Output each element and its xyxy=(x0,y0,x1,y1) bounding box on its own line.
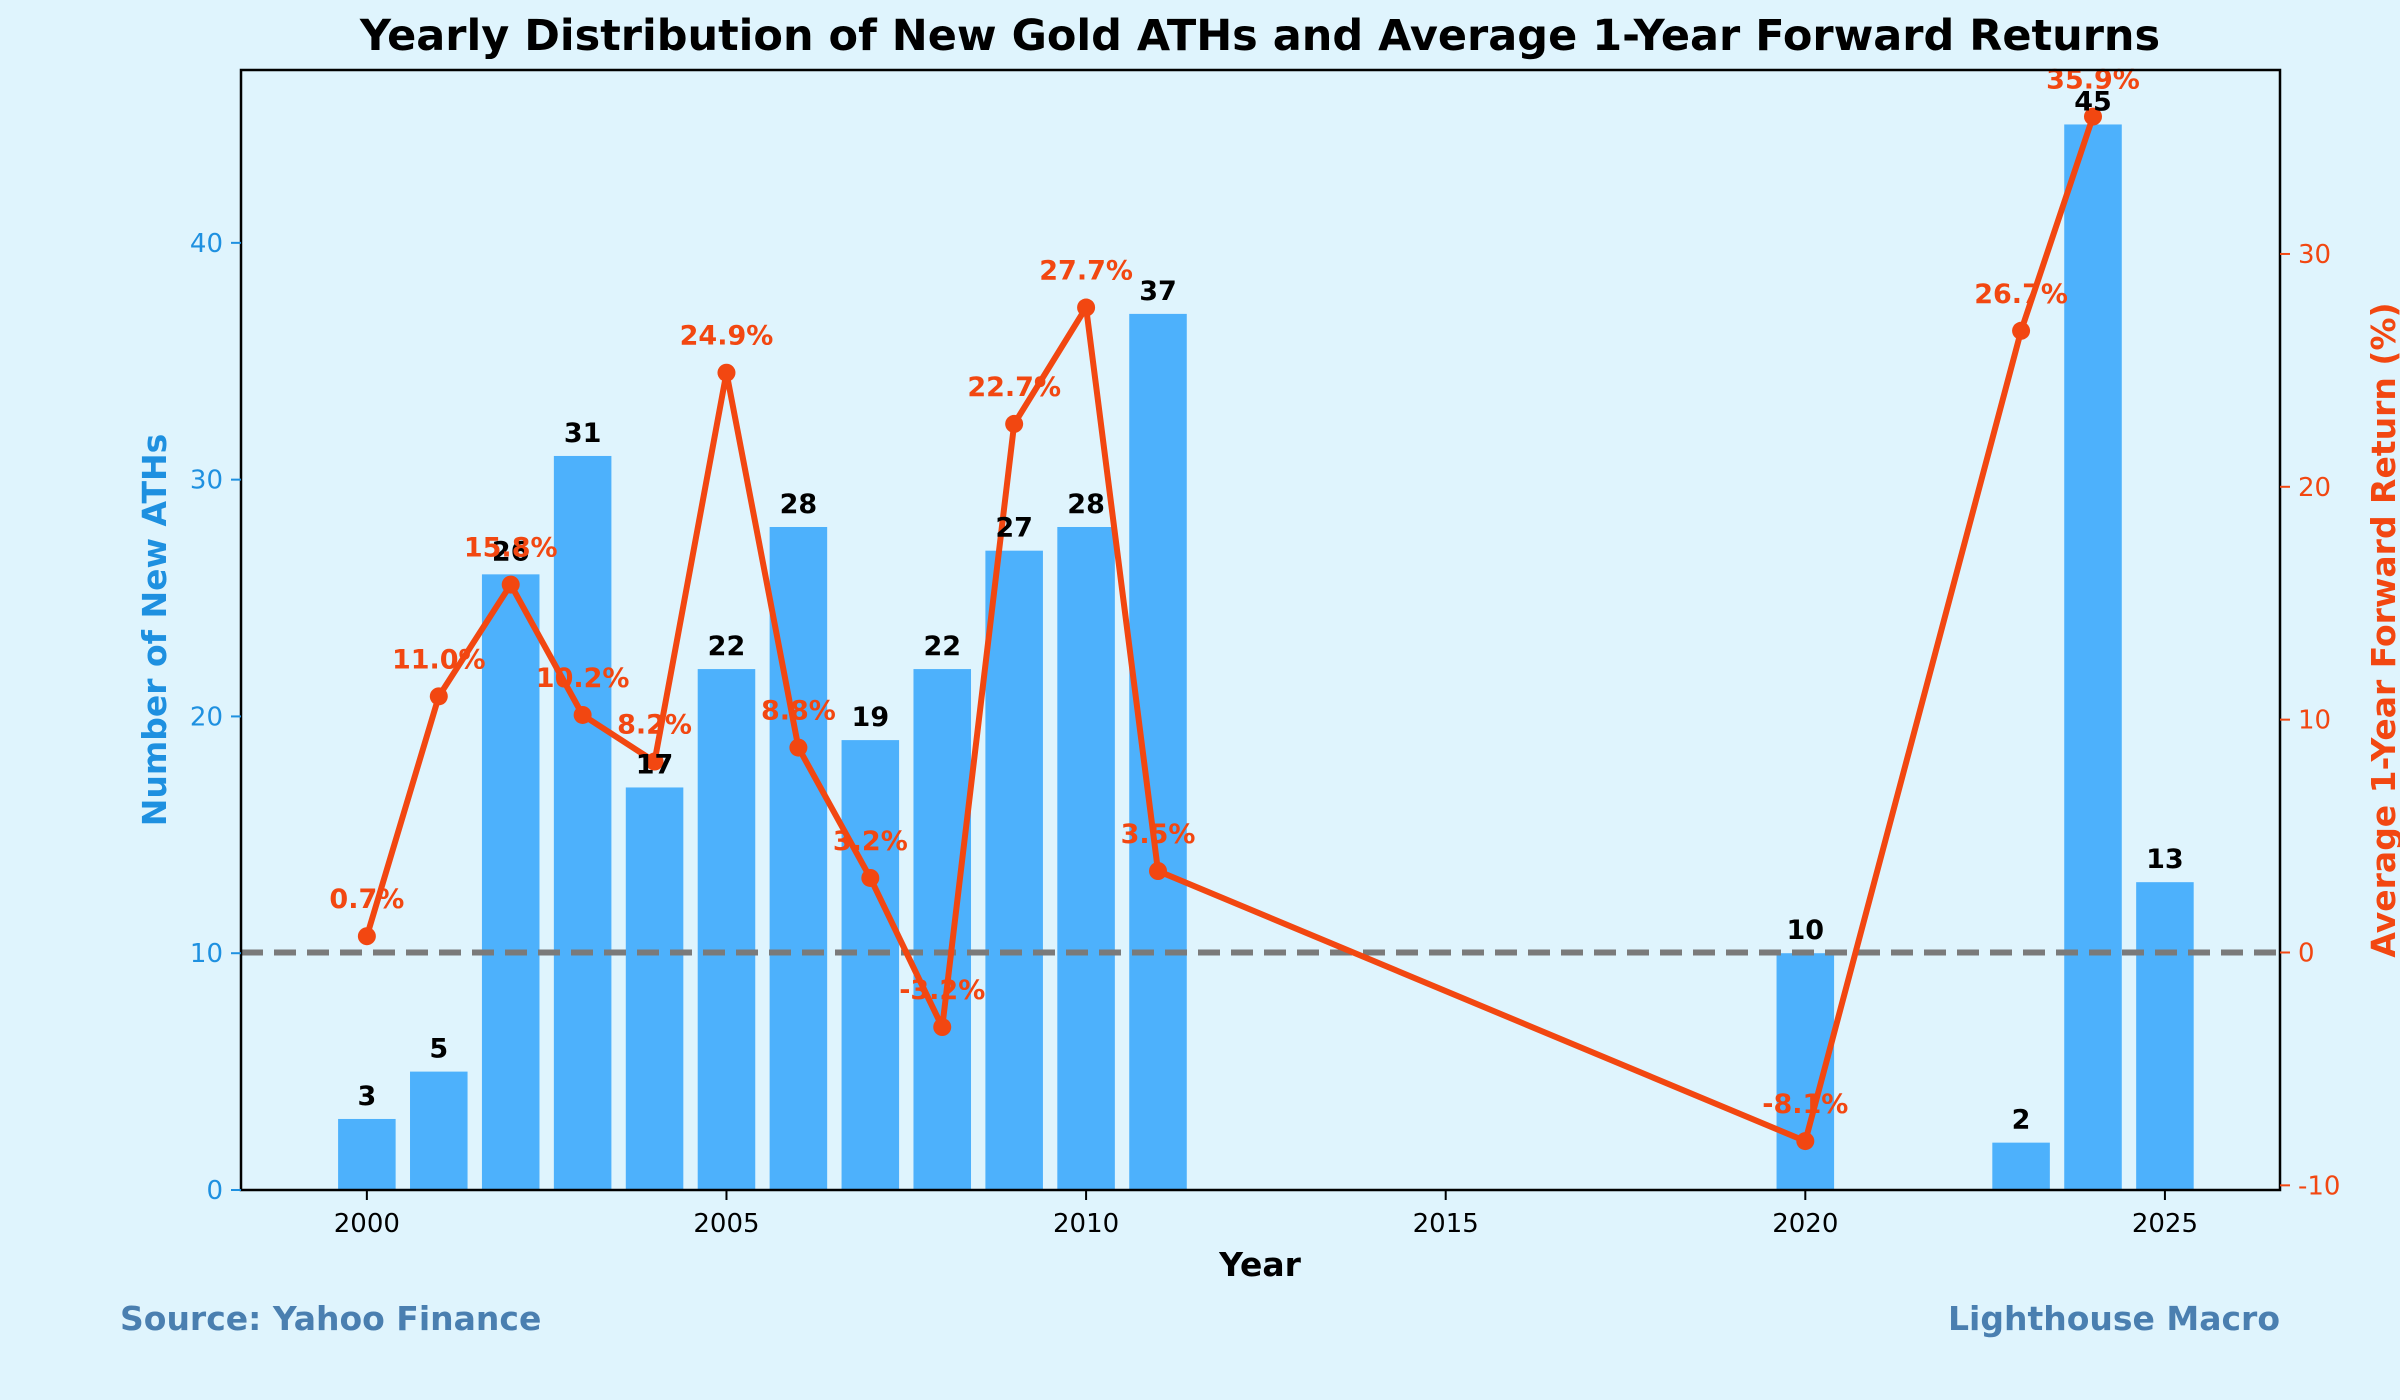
return-point xyxy=(1796,1132,1815,1151)
x-tick-label: 2025 xyxy=(2132,1209,2198,1239)
bar-label: 31 xyxy=(564,418,602,449)
return-point xyxy=(645,752,664,771)
return-point xyxy=(573,705,592,724)
bar-label: 3 xyxy=(357,1081,376,1112)
y-left-tick-label: 30 xyxy=(190,466,223,496)
bar xyxy=(553,455,612,1191)
line-label: 3.2% xyxy=(833,826,908,857)
bar-label: 27 xyxy=(995,513,1033,544)
return-point xyxy=(501,575,520,594)
line-label: -8.1% xyxy=(1762,1089,1848,1120)
line-label: 26.7% xyxy=(1974,279,2068,310)
line-label: 22.7% xyxy=(967,372,1061,403)
bar xyxy=(2064,124,2122,1190)
y-axis-right-label: Average 1-Year Forward Return (%) xyxy=(2364,302,2400,957)
bar-label: 19 xyxy=(852,702,890,733)
line-label: 8.2% xyxy=(617,710,692,741)
bar xyxy=(841,740,900,1190)
return-point xyxy=(933,1018,952,1037)
y-axis-right: -10 0 10 20 30 xyxy=(2280,240,2340,1201)
return-point xyxy=(1005,414,1024,433)
y-left-tick-label: 20 xyxy=(190,702,223,732)
line-label: 3.5% xyxy=(1121,819,1196,850)
bar-label: 37 xyxy=(1139,276,1177,307)
bar-label: 13 xyxy=(2146,844,2184,875)
bar-label: 2 xyxy=(2012,1105,2031,1136)
x-tick-label: 2020 xyxy=(1772,1209,1838,1239)
return-point xyxy=(717,363,736,382)
return-point xyxy=(1077,298,1096,317)
bar xyxy=(338,1118,396,1190)
y-left-tick-label: 40 xyxy=(190,229,223,259)
return-point xyxy=(357,927,376,946)
y-left-tick-label: 10 xyxy=(190,939,223,969)
bar-label: 26 xyxy=(492,536,530,567)
x-tick-label: 2005 xyxy=(693,1209,759,1239)
x-tick-label: 2015 xyxy=(1413,1209,1479,1239)
bar xyxy=(410,1071,468,1190)
y-right-tick-label: -10 xyxy=(2298,1171,2340,1201)
line-label: 10.2% xyxy=(536,663,630,694)
return-point xyxy=(429,687,448,706)
line-label: 15.8% xyxy=(464,533,558,564)
return-line-series xyxy=(357,107,2103,1151)
footer-source: Source: Yahoo Finance xyxy=(120,1299,541,1338)
x-tick-label: 2000 xyxy=(334,1209,400,1239)
line-label: 24.9% xyxy=(680,321,774,352)
bar-label: 5 xyxy=(429,1034,448,1065)
return-point xyxy=(789,738,808,757)
bar xyxy=(697,669,756,1190)
y-right-tick-label: 20 xyxy=(2298,473,2331,503)
bar-label: 10 xyxy=(1787,915,1825,946)
line-label: 8.8% xyxy=(761,696,836,727)
bar xyxy=(1129,313,1187,1190)
y-axis-left: 0 10 20 30 40 xyxy=(190,229,241,1206)
line-label: 11.0% xyxy=(392,644,486,675)
return-point xyxy=(1149,861,1168,880)
bar-label: 22 xyxy=(708,631,746,662)
line-value-labels: 0.7% 11.0% 15.8% 10.2% 8.2% 24.9% 8.8% 3.2% -3.2… xyxy=(329,65,2139,1121)
line-label: 0.7% xyxy=(329,884,404,915)
return-point xyxy=(2012,321,2031,340)
bar xyxy=(769,526,828,1190)
bar xyxy=(625,787,684,1190)
bar-label: 22 xyxy=(923,631,961,662)
x-axis-label: Year xyxy=(1218,1245,1302,1284)
bar-value-labels: 3 5 26 31 17 22 28 19 22 27 28 37 10 2 45 13 xyxy=(357,86,2183,1135)
footer-brand: Lighthouse Macro xyxy=(1948,1299,2280,1338)
line-label: 27.7% xyxy=(1039,256,1133,287)
bar xyxy=(2136,882,2194,1190)
return-point xyxy=(2084,107,2103,126)
x-axis: 2000 2005 2010 2015 2020 2025 xyxy=(334,1190,2198,1239)
line-label: -3.2% xyxy=(899,975,985,1006)
plot-frame xyxy=(239,68,2282,1192)
bar-label: 28 xyxy=(1067,489,1105,520)
y-right-tick-label: 30 xyxy=(2298,240,2331,270)
x-tick-label: 2010 xyxy=(1053,1209,1119,1239)
bar-label: 28 xyxy=(780,489,818,520)
y-right-tick-label: 0 xyxy=(2298,938,2315,968)
bar xyxy=(1992,1142,2050,1190)
chart-title: Yearly Distribution of New Gold ATHs and… xyxy=(359,11,2160,61)
y-axis-left-label: Number of New ATHs xyxy=(135,434,174,827)
bar xyxy=(985,550,1043,1190)
bar xyxy=(481,574,540,1190)
y-left-tick-label: 0 xyxy=(206,1176,223,1206)
bar-label: 17 xyxy=(636,749,674,780)
bar xyxy=(913,669,972,1190)
bar xyxy=(1057,526,1115,1190)
bar-label: 45 xyxy=(2074,86,2112,117)
y-right-tick-label: 10 xyxy=(2298,706,2331,736)
bar-series xyxy=(338,124,2194,1191)
return-point xyxy=(861,868,880,887)
